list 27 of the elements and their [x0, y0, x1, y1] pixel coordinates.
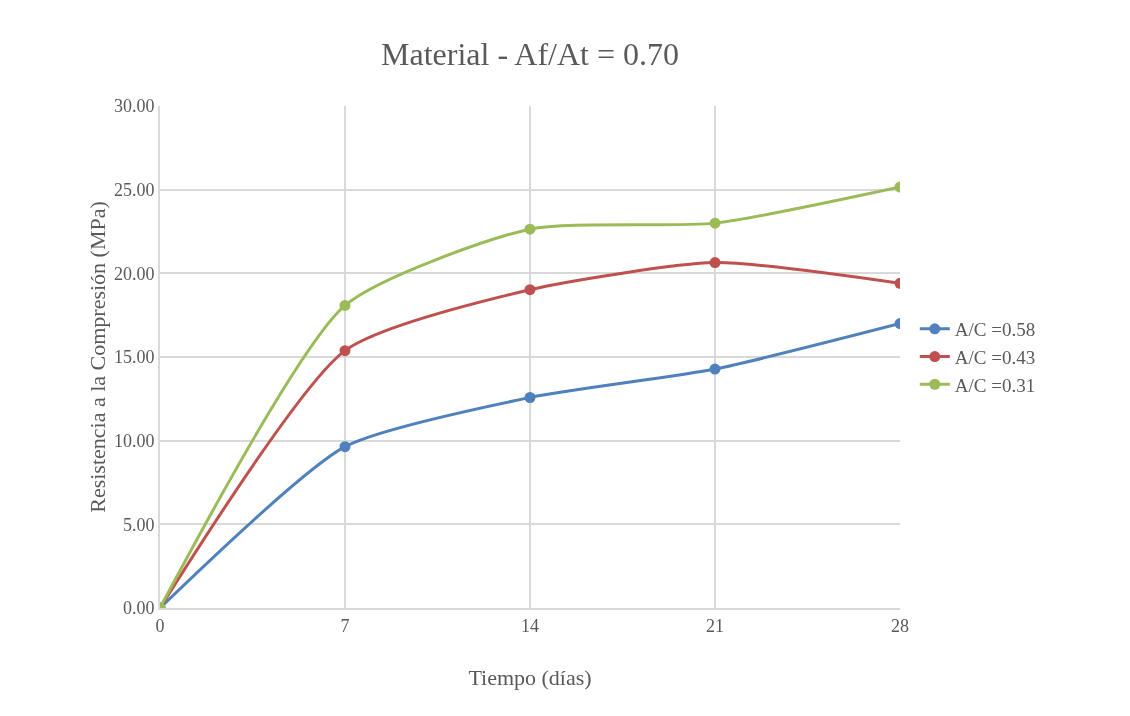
x-tick-label: 7 [340, 615, 350, 636]
y-tick-label: 10.00 [113, 430, 155, 451]
y-tick-label: 20.00 [113, 263, 155, 284]
y-tick-label: 15.00 [113, 347, 155, 368]
point [709, 257, 721, 269]
point [524, 391, 536, 403]
x-tick-label: 21 [706, 615, 724, 636]
point [709, 217, 721, 229]
y-axis-title: Resistencia a la Compresión (MPa) [85, 201, 110, 513]
point [524, 284, 536, 296]
y-tick-label: 5.00 [122, 514, 155, 535]
x-tick-label: 14 [521, 615, 539, 636]
point [339, 441, 351, 453]
legend-label: A/C =0.31 [954, 374, 1036, 396]
x-tick-label: 0 [155, 615, 165, 636]
x-tick-label: 28 [891, 615, 909, 636]
point [709, 363, 721, 375]
y-tick-label: 0.00 [122, 598, 155, 619]
legend-label: A/C =0.43 [954, 346, 1036, 368]
x-axis-title: Tiempo (días) [468, 665, 592, 690]
point [339, 345, 351, 357]
point [524, 223, 536, 235]
chart-title: Material - Af/At = 0.70 [381, 36, 679, 73]
y-tick-label: 30.00 [113, 96, 155, 117]
y-tick-label: 25.00 [113, 179, 155, 200]
point [339, 299, 351, 311]
legend-label: A/C =0.58 [954, 319, 1036, 341]
